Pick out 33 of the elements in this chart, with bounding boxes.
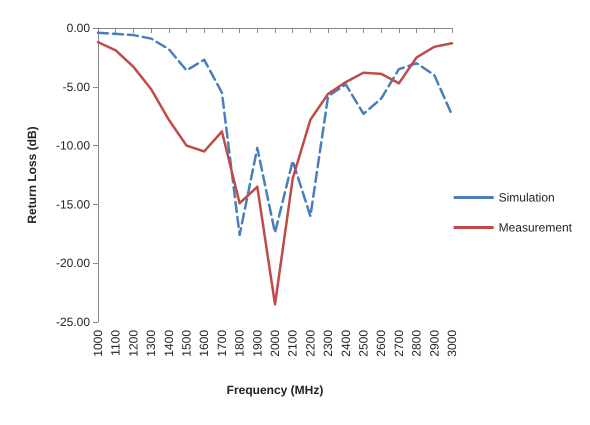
y-tick-label: -20.00 [56,256,90,270]
x-tick-label: 2500 [356,330,370,357]
x-tick-label: 2300 [321,330,336,357]
x-tick-label: 1500 [180,330,194,357]
x-tick-label: 1600 [197,330,212,357]
y-tick-label: 0.00 [66,21,90,35]
x-tick-label: 2200 [303,330,318,357]
x-axis-title: Frequency (MHz) [226,383,324,397]
x-tick-label: 2400 [338,330,353,357]
line-series [96,31,454,236]
y-tick-label: -5.00 [62,80,90,94]
x-tick-label: 1200 [126,330,140,357]
x-tick-label: 1400 [162,330,176,357]
y-tick-label: -10.00 [56,138,90,153]
x-tick-label: 2000 [268,330,282,357]
x-tick-label: 1300 [144,330,158,357]
x-tick-label: 1000 [91,330,105,357]
x-tick-label: 1100 [108,330,123,356]
x-tick-label: 2700 [392,330,406,357]
x-tick-label: 1800 [232,330,247,357]
line-series [96,40,454,306]
y-tick-label: -25.00 [56,315,90,329]
y-axis-title: Return Loss (dB) [25,126,39,224]
x-tick-label: 2800 [410,330,424,357]
x-tick-label: 2100 [286,330,300,357]
y-tick-label: -15.00 [56,197,90,212]
x-tick-label: 1700 [214,330,229,357]
legend-label: Simulation [498,190,555,204]
legend-label: Measurement [498,220,573,234]
x-tick-label: 2600 [374,330,388,357]
x-tick-label: 3000 [445,330,459,357]
x-tick-label: 1900 [250,330,264,357]
x-tick-label: 2900 [427,330,442,357]
